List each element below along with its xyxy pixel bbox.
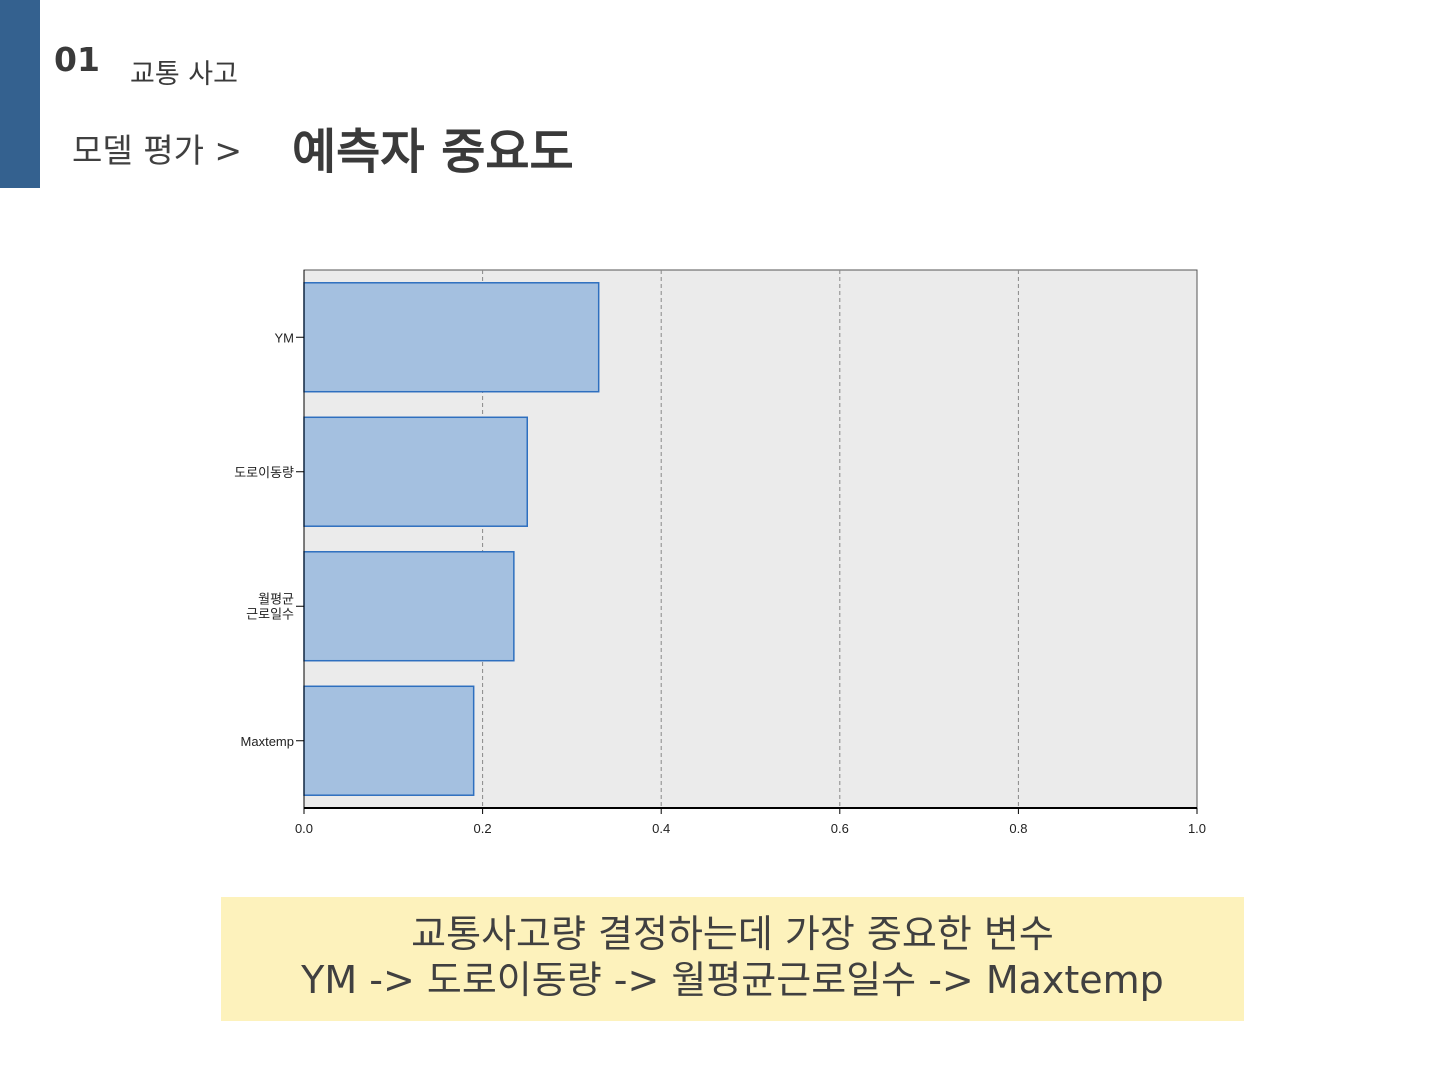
note-line-2: YM -> 도로이동량 -> 월평균근로일수 -> Maxtemp bbox=[301, 958, 1164, 1002]
section-title: 교통 사고 bbox=[130, 59, 238, 90]
category-label: 월평균 근로일수 bbox=[246, 591, 294, 621]
x-tick-label: 0.2 bbox=[474, 821, 492, 836]
page-title: 예측자 중요도 bbox=[292, 124, 574, 180]
category-label: YM bbox=[275, 330, 295, 345]
bar bbox=[303, 416, 528, 527]
bar bbox=[303, 685, 475, 796]
category-label: 도로이동량 bbox=[234, 465, 294, 480]
x-tick-label: 1.0 bbox=[1188, 821, 1206, 836]
x-tick-label: 0.0 bbox=[295, 821, 313, 836]
breadcrumb: 모델 평가 > bbox=[72, 131, 243, 170]
section-number: 01 bbox=[54, 40, 100, 79]
x-tick-label: 0.8 bbox=[1009, 821, 1027, 836]
x-tick-label: 0.4 bbox=[652, 821, 670, 836]
x-tick-label: 0.6 bbox=[831, 821, 849, 836]
bar bbox=[303, 551, 515, 662]
note-line-1: 교통사고량 결정하는데 가장 중요한 변수 bbox=[411, 912, 1054, 956]
accent-bar bbox=[0, 0, 40, 188]
bar bbox=[303, 282, 600, 393]
note-box: 교통사고량 결정하는데 가장 중요한 변수 YM -> 도로이동량 -> 월평균… bbox=[221, 897, 1244, 1021]
category-label: Maxtemp bbox=[241, 734, 294, 749]
